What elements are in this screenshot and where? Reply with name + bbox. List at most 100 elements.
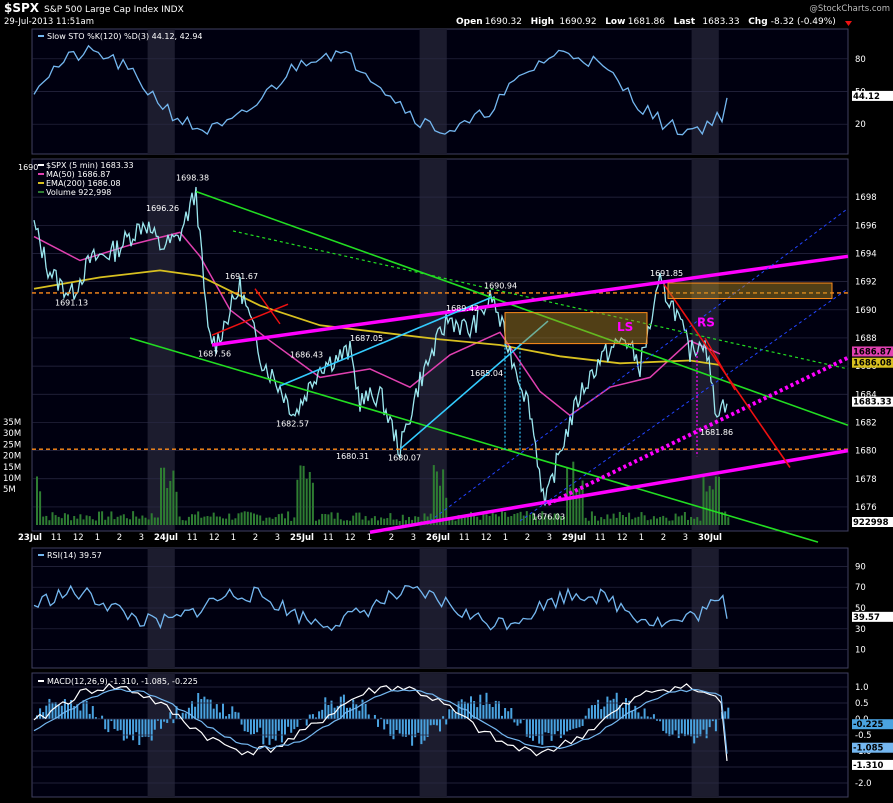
price-tick-label: 1690: [855, 306, 877, 316]
volume-bar: [346, 520, 348, 525]
price-annotation: 1680.07: [388, 453, 421, 462]
volume-bar: [367, 520, 370, 525]
volume-bar: [150, 513, 153, 525]
badge-ma50-bg: [852, 346, 893, 357]
badge-macd-signal-bg: [852, 742, 893, 753]
header-open-label: Open: [456, 17, 483, 27]
macd-histogram-bar: [253, 719, 255, 734]
volume-bar: [404, 520, 407, 525]
macd-histogram-bar: [336, 705, 339, 719]
macd-histogram-bar: [135, 719, 138, 733]
badge-sto-bg: [852, 90, 893, 101]
macd-histogram-bar: [212, 708, 215, 719]
macd-histogram-bar: [662, 719, 665, 731]
volume-bar: [160, 467, 162, 525]
price-corner-tag: 1690: [18, 163, 38, 172]
macd-histogram-bar: [259, 719, 262, 728]
macd-histogram-bar: [299, 719, 302, 720]
volume-bar: [494, 514, 497, 525]
price-annotation: 1680.31: [336, 452, 369, 461]
volume-bar: [222, 518, 224, 525]
volume-tick-label: 25M: [3, 440, 21, 450]
volume-bar: [163, 467, 166, 525]
magenta-dotted-trend: [547, 355, 849, 506]
macd-histogram-bar: [683, 719, 686, 737]
volume-bar: [237, 513, 240, 525]
macd-histogram-bar: [587, 708, 590, 719]
macd-histogram-bar: [584, 715, 587, 719]
macd-histogram-bar: [79, 710, 82, 719]
volume-bar: [563, 516, 565, 525]
macd-histogram-bar: [129, 719, 131, 736]
macd-histogram-bar: [222, 703, 224, 719]
volume-bar: [200, 517, 203, 525]
x-axis-label: 12: [209, 533, 220, 543]
volume-bar: [491, 511, 494, 525]
volume-bar: [386, 518, 389, 525]
macd-histogram-bar: [606, 696, 609, 719]
macd-histogram-bar: [287, 719, 290, 727]
volume-tick-label: 5M: [3, 485, 16, 495]
macd-histogram-bar: [48, 698, 51, 719]
macd-histogram-bar: [392, 719, 395, 740]
macd-histogram-bar: [643, 708, 646, 719]
x-axis-label: 1: [367, 533, 372, 543]
macd-histogram-bar: [144, 719, 147, 737]
volume-bar: [535, 516, 538, 525]
volume-bar: [178, 516, 181, 525]
volume-bar: [349, 520, 352, 525]
macd-histogram-bar: [311, 714, 314, 719]
macd-histogram-bar: [383, 719, 386, 730]
volume-bar: [243, 511, 246, 525]
volume-bar: [370, 518, 373, 525]
macd-histogram-bar: [184, 713, 187, 719]
badge-ma50: 1686.87: [853, 347, 892, 357]
volume-bar: [336, 512, 339, 525]
volume-bar: [575, 489, 578, 525]
volume-bar: [48, 520, 51, 525]
macd-histogram-bar: [513, 719, 516, 723]
macd-histogram-bar: [194, 706, 197, 719]
macd-histogram-bar: [191, 701, 193, 719]
badge-macd: -1.310: [853, 761, 883, 771]
volume-bar: [191, 514, 193, 525]
volume-bar: [708, 485, 711, 525]
volume-bar: [234, 518, 237, 525]
macd-histogram-bar: [172, 719, 175, 724]
macd-histogram-bar: [113, 719, 116, 729]
volume-bar: [643, 515, 646, 525]
macd-histogram-bar: [550, 719, 553, 741]
macd-histogram-bar: [445, 719, 448, 725]
price-tick-label: 1682: [855, 418, 877, 428]
header-last-label: Last: [674, 17, 696, 27]
macd-histogram-bar: [507, 711, 510, 719]
header-high-label: High: [531, 17, 554, 27]
volume-bar: [305, 478, 308, 525]
price-annotation: 1681.86: [700, 428, 733, 437]
volume-bar: [135, 516, 138, 525]
macd-histogram-bar: [578, 719, 581, 728]
macd-legend: MACD(12,26,9) -1.310, -1.085, -0.225: [47, 677, 198, 686]
macd-histogram-bar: [618, 705, 621, 719]
macd-histogram-bar: [249, 719, 252, 735]
macd-histogram-bar: [479, 694, 482, 719]
down-arrow-icon: [845, 21, 852, 26]
volume-bar: [54, 515, 57, 525]
volume-bar: [497, 516, 500, 525]
volume-bar: [311, 482, 314, 525]
volume-bar: [544, 515, 547, 525]
macd-histogram-bar: [439, 719, 441, 732]
volume-bar: [718, 476, 720, 525]
macd-histogram-bar: [646, 716, 649, 719]
volume-bar: [240, 512, 243, 525]
macd-histogram-bar: [612, 698, 615, 719]
rs-label: RS: [697, 316, 715, 330]
macd-histogram-bar: [556, 719, 559, 732]
price-annotation: 1685.04: [470, 369, 503, 378]
macd-histogram-bar: [268, 719, 271, 745]
macd-histogram-bar: [705, 719, 708, 739]
macd-histogram-bar: [284, 719, 286, 735]
volume-bar: [711, 489, 714, 525]
ema200-line: [33, 269, 721, 366]
volume-bar: [327, 514, 330, 525]
